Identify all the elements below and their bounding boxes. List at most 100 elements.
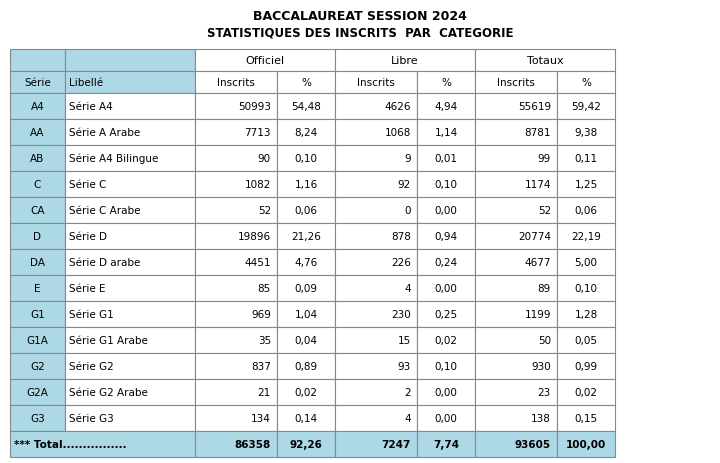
Bar: [10, 301, 65, 327]
Bar: [10, 224, 65, 250]
Bar: [475, 327, 557, 353]
Text: G2A: G2A: [27, 387, 48, 397]
Text: 21: 21: [258, 387, 271, 397]
Bar: [10, 379, 65, 405]
Bar: [10, 146, 65, 172]
Text: 92: 92: [397, 180, 411, 189]
Text: 0,94: 0,94: [434, 232, 458, 242]
Bar: [10, 327, 65, 353]
Text: 86358: 86358: [235, 439, 271, 449]
Text: Libre: Libre: [391, 56, 419, 66]
Bar: [475, 250, 557, 275]
Bar: [10, 172, 65, 198]
Bar: [195, 72, 277, 94]
Bar: [277, 250, 335, 275]
Bar: [277, 275, 335, 301]
Text: 1199: 1199: [524, 309, 551, 319]
Bar: [475, 353, 557, 379]
Bar: [277, 431, 335, 457]
Bar: [65, 198, 195, 224]
Text: C: C: [34, 180, 41, 189]
Text: 1,25: 1,25: [575, 180, 598, 189]
Text: E: E: [35, 283, 41, 294]
Bar: [195, 379, 277, 405]
Bar: [335, 50, 475, 72]
Bar: [475, 431, 557, 457]
Bar: [557, 94, 615, 120]
Text: G2: G2: [30, 361, 45, 371]
Bar: [475, 301, 557, 327]
Bar: [335, 172, 417, 198]
Bar: [335, 379, 417, 405]
Text: 0,01: 0,01: [434, 154, 457, 163]
Bar: [417, 327, 475, 353]
Text: 0,06: 0,06: [575, 206, 598, 216]
Bar: [475, 172, 557, 198]
Text: 0,05: 0,05: [575, 335, 598, 345]
Text: 7713: 7713: [245, 128, 271, 138]
Text: BACCALAUREAT SESSION 2024: BACCALAUREAT SESSION 2024: [253, 10, 467, 23]
Bar: [475, 50, 615, 72]
Bar: [277, 198, 335, 224]
Text: 99: 99: [538, 154, 551, 163]
Text: 50: 50: [538, 335, 551, 345]
Bar: [417, 198, 475, 224]
Bar: [335, 198, 417, 224]
Text: 4677: 4677: [524, 257, 551, 268]
Text: 1068: 1068: [384, 128, 411, 138]
Bar: [65, 50, 195, 72]
Bar: [335, 431, 417, 457]
Bar: [417, 301, 475, 327]
Bar: [195, 250, 277, 275]
Text: 9,38: 9,38: [575, 128, 598, 138]
Text: CA: CA: [30, 206, 45, 216]
Text: AB: AB: [30, 154, 45, 163]
Bar: [475, 120, 557, 146]
Bar: [557, 224, 615, 250]
Text: 7247: 7247: [382, 439, 411, 449]
Bar: [277, 405, 335, 431]
Text: Série G2: Série G2: [69, 361, 114, 371]
Bar: [417, 431, 475, 457]
Bar: [557, 327, 615, 353]
Text: 0,99: 0,99: [575, 361, 598, 371]
Bar: [65, 94, 195, 120]
Text: D: D: [34, 232, 42, 242]
Text: 0,02: 0,02: [294, 387, 318, 397]
Text: 0,02: 0,02: [575, 387, 598, 397]
Text: STATISTIQUES DES INSCRITS  PAR  CATEGORIE: STATISTIQUES DES INSCRITS PAR CATEGORIE: [207, 26, 513, 39]
Text: Série D arabe: Série D arabe: [69, 257, 140, 268]
Text: 22,19: 22,19: [571, 232, 601, 242]
Bar: [557, 146, 615, 172]
Text: 4: 4: [405, 283, 411, 294]
Bar: [10, 120, 65, 146]
Text: 0,00: 0,00: [435, 387, 457, 397]
Bar: [417, 275, 475, 301]
Text: 134: 134: [251, 413, 271, 423]
Bar: [475, 224, 557, 250]
Text: 1,28: 1,28: [575, 309, 598, 319]
Bar: [335, 120, 417, 146]
Text: 93: 93: [397, 361, 411, 371]
Bar: [195, 224, 277, 250]
Bar: [277, 301, 335, 327]
Bar: [417, 120, 475, 146]
Bar: [65, 120, 195, 146]
Bar: [277, 224, 335, 250]
Bar: [417, 94, 475, 120]
Text: A4: A4: [31, 102, 45, 112]
Bar: [65, 327, 195, 353]
Bar: [557, 405, 615, 431]
Bar: [195, 431, 277, 457]
Bar: [65, 301, 195, 327]
Bar: [65, 275, 195, 301]
Bar: [277, 327, 335, 353]
Text: 930: 930: [531, 361, 551, 371]
Text: 0,00: 0,00: [435, 413, 457, 423]
Text: 7,74: 7,74: [433, 439, 459, 449]
Bar: [417, 250, 475, 275]
Text: 8,24: 8,24: [294, 128, 318, 138]
Text: %: %: [441, 78, 451, 88]
Bar: [475, 146, 557, 172]
Text: 0,10: 0,10: [575, 283, 598, 294]
